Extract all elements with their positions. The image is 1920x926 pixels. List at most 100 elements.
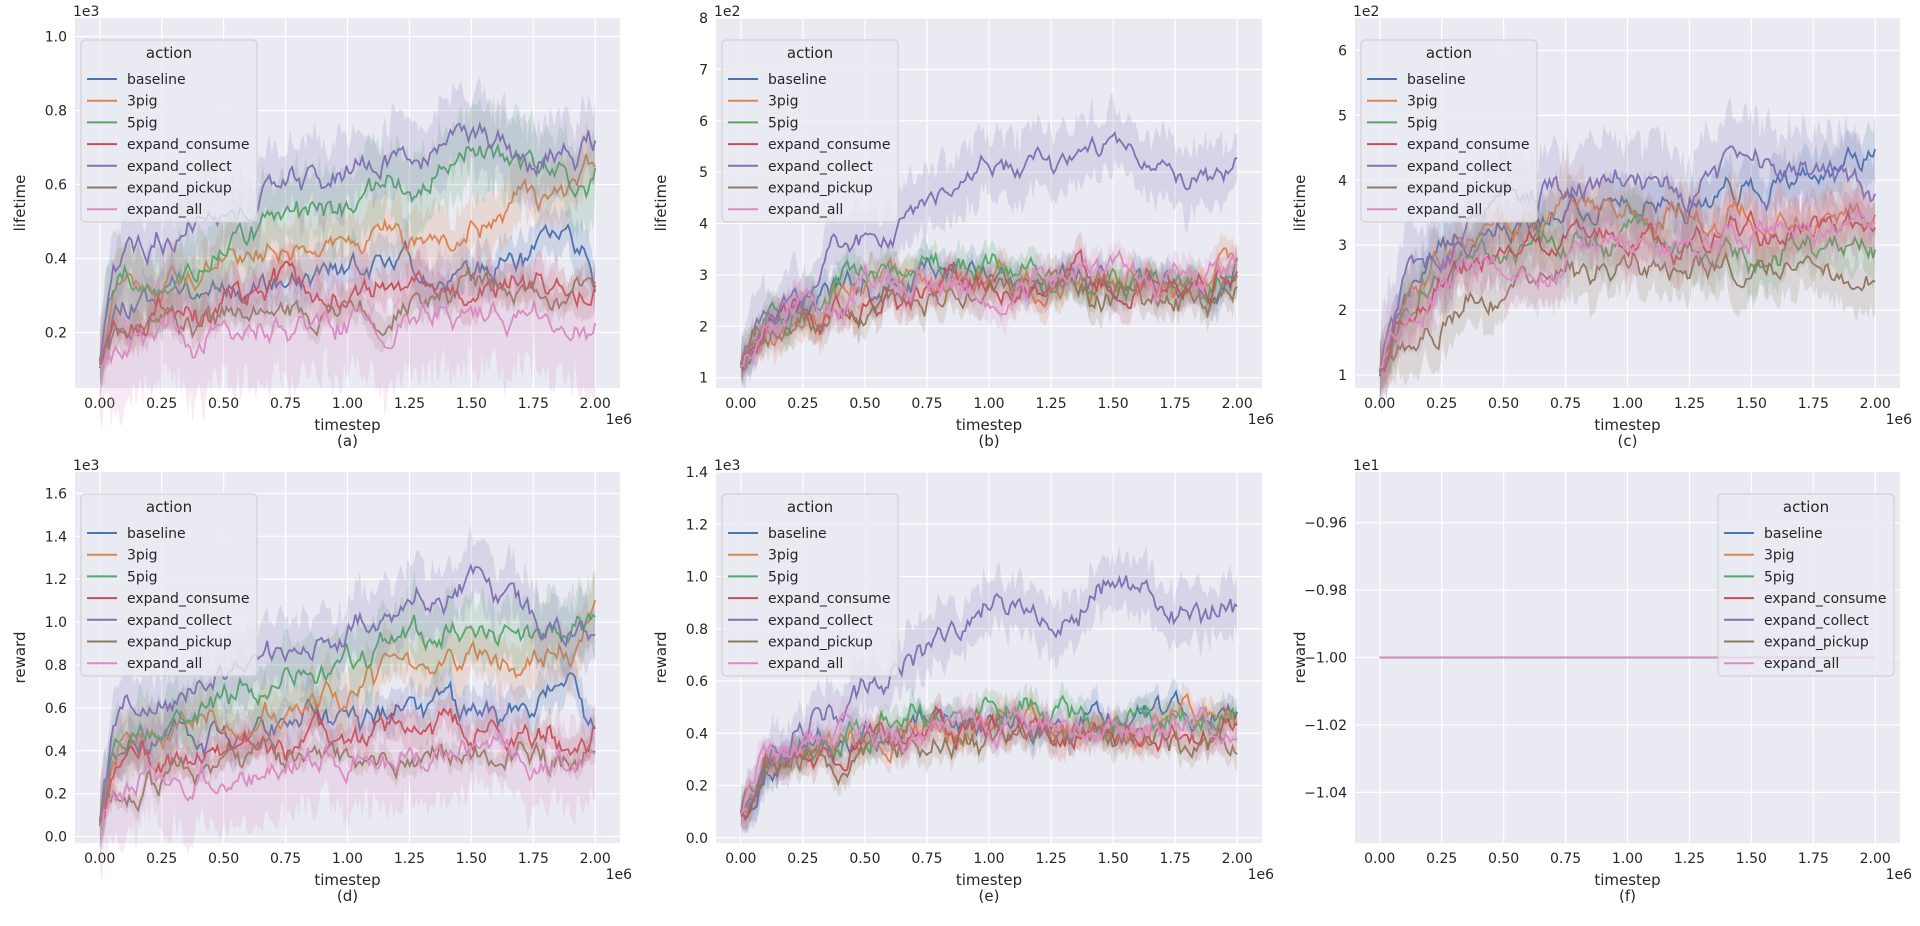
y-tick-label: 3 xyxy=(1338,238,1347,254)
y-tick-label: 1.0 xyxy=(686,570,708,586)
ci-band-expand_pickup xyxy=(740,707,1238,831)
legend-label: expand_collect xyxy=(768,159,873,175)
x-tick-label: 1.50 xyxy=(456,851,487,867)
x-tick-label: 1.25 xyxy=(1674,396,1705,412)
y-tick-label: 6 xyxy=(699,114,708,130)
y-offset-label: 1e3 xyxy=(73,458,99,474)
ci-band-5pig xyxy=(99,98,596,383)
x-axis-label: timestep xyxy=(314,871,380,889)
ci-band-baseline xyxy=(1379,114,1876,402)
subplot-d: 0.00 0.25 0.50 0.75 1.00 1.25 1.50 1.75 2.00 0.0 0… xyxy=(11,458,632,905)
legend-label: expand_consume xyxy=(768,137,890,153)
x-tick-label: 1.00 xyxy=(332,851,363,867)
y-tick-label: −1.04 xyxy=(1304,785,1347,801)
y-tick-label: 2 xyxy=(699,319,708,335)
y-tick-label: 4 xyxy=(699,217,708,233)
x-tick-label: 1.75 xyxy=(1798,851,1829,867)
x-tick-label: 0.00 xyxy=(725,396,756,412)
ci-band-baseline xyxy=(99,651,596,851)
subplot-label: (c) xyxy=(1618,432,1638,450)
y-tick-label: 0.4 xyxy=(45,744,67,760)
y-axis-label: reward xyxy=(11,632,29,684)
series-line-baseline xyxy=(1379,145,1877,371)
ci-band-expand_consume xyxy=(740,692,1238,832)
legend-label: expand_all xyxy=(127,202,202,218)
y-tick-label: 0.6 xyxy=(45,701,67,717)
subplot-b: 0.00 0.25 0.50 0.75 1.00 1.25 1.50 1.75 2.00 1 2 3 4… xyxy=(652,4,1274,450)
series-line-baseline xyxy=(98,222,597,365)
x-tick-label: 2.00 xyxy=(1860,396,1891,412)
x-tick-label: 0.00 xyxy=(84,851,115,867)
ci-band-5pig xyxy=(99,570,596,849)
y-tick-label: 0.8 xyxy=(45,104,67,120)
y-axis-label: reward xyxy=(1291,632,1309,684)
x-tick-label: 1.75 xyxy=(1798,396,1829,412)
series-line-expand_collect xyxy=(739,574,1238,814)
y-tick-label: 1.4 xyxy=(686,465,708,481)
legend-label: expand_consume xyxy=(127,591,249,607)
x-tick-label: 0.50 xyxy=(1488,851,1519,867)
ci-band-baseline xyxy=(99,201,596,388)
x-tick-label: 1.50 xyxy=(1736,396,1767,412)
legend-label: 5pig xyxy=(768,569,799,585)
legend-label: expand_collect xyxy=(1764,613,1869,629)
x-tick-label: 1.50 xyxy=(1736,851,1767,867)
series-line-expand_pickup xyxy=(739,719,1238,814)
ci-band-expand_all xyxy=(99,238,596,433)
legend-label: expand_pickup xyxy=(127,635,232,651)
x-tick-label: 0.00 xyxy=(84,396,115,412)
x-tick-label: 0.00 xyxy=(1364,396,1395,412)
legend-box xyxy=(80,493,258,677)
legend-label: expand_all xyxy=(1764,656,1839,672)
x-tick-label: 1.25 xyxy=(394,851,425,867)
y-offset-label: 1e3 xyxy=(714,458,740,474)
legend-label: 3pig xyxy=(1764,548,1795,564)
series-line-5pig xyxy=(739,251,1239,364)
subplot-label: (a) xyxy=(337,432,358,450)
ci-band-baseline xyxy=(740,241,1238,388)
x-offset-label: 1e6 xyxy=(1886,412,1913,428)
series-line-expand_all xyxy=(740,705,1238,815)
ci-band-expand_all xyxy=(99,680,596,884)
legend-label: expand_collect xyxy=(1407,159,1512,175)
legend: action baseline 3pig 5pig expand_consumeexpa… xyxy=(80,493,258,677)
y-tick-label: 0.0 xyxy=(686,831,708,847)
ci-band-expand_consume xyxy=(99,689,596,843)
legend: action baseline 3pig 5pig expand_consumeexpa… xyxy=(80,39,258,223)
x-axis-label: timestep xyxy=(1594,416,1660,434)
legend-box xyxy=(1717,493,1895,677)
subplot-c: 0.00 0.25 0.50 0.75 1.00 1.25 1.50 1.75 2.00 1 2 3 4… xyxy=(1291,4,1912,450)
x-tick-label: 1.25 xyxy=(1674,851,1705,867)
subplot-label: (e) xyxy=(979,887,1000,905)
ci-band-expand_consume xyxy=(99,239,596,386)
legend-label: expand_pickup xyxy=(1407,181,1512,197)
x-tick-label: 2.00 xyxy=(1222,851,1253,867)
ci-band-expand_pickup xyxy=(1379,221,1876,402)
y-axis-label: lifetime xyxy=(1291,175,1309,232)
y-tick-label: 5 xyxy=(699,165,708,181)
y-tick-label: 0.8 xyxy=(45,658,67,674)
legend-label: expand_all xyxy=(1407,202,1482,218)
x-offset-label: 1e6 xyxy=(606,867,633,883)
series-line-expand_pickup xyxy=(98,735,596,827)
legend-title: action xyxy=(146,498,192,516)
legend: action baseline 3pig 5pig expand_consumeexpa… xyxy=(721,39,899,223)
legend-title: action xyxy=(1426,44,1472,62)
series-line-5pig xyxy=(98,611,596,826)
x-tick-label: 0.75 xyxy=(911,851,942,867)
legend-label: expand_all xyxy=(768,656,843,672)
series-line-5pig xyxy=(739,694,1238,813)
x-offset-label: 1e6 xyxy=(1248,867,1275,883)
x-tick-label: 0.50 xyxy=(1488,396,1519,412)
series-line-expand_pickup xyxy=(98,267,596,369)
y-tick-label: 1.2 xyxy=(686,517,708,533)
y-axis-label: lifetime xyxy=(652,175,670,232)
y-axis-label: reward xyxy=(652,632,670,684)
legend-label: 5pig xyxy=(1764,569,1795,585)
y-tick-label: −0.98 xyxy=(1304,583,1347,599)
series-line-expand_all xyxy=(99,729,596,827)
x-tick-label: 1.25 xyxy=(1035,851,1066,867)
y-offset-label: 1e2 xyxy=(714,4,740,20)
legend-label: expand_all xyxy=(127,656,202,672)
x-tick-label: 1.50 xyxy=(1098,851,1129,867)
